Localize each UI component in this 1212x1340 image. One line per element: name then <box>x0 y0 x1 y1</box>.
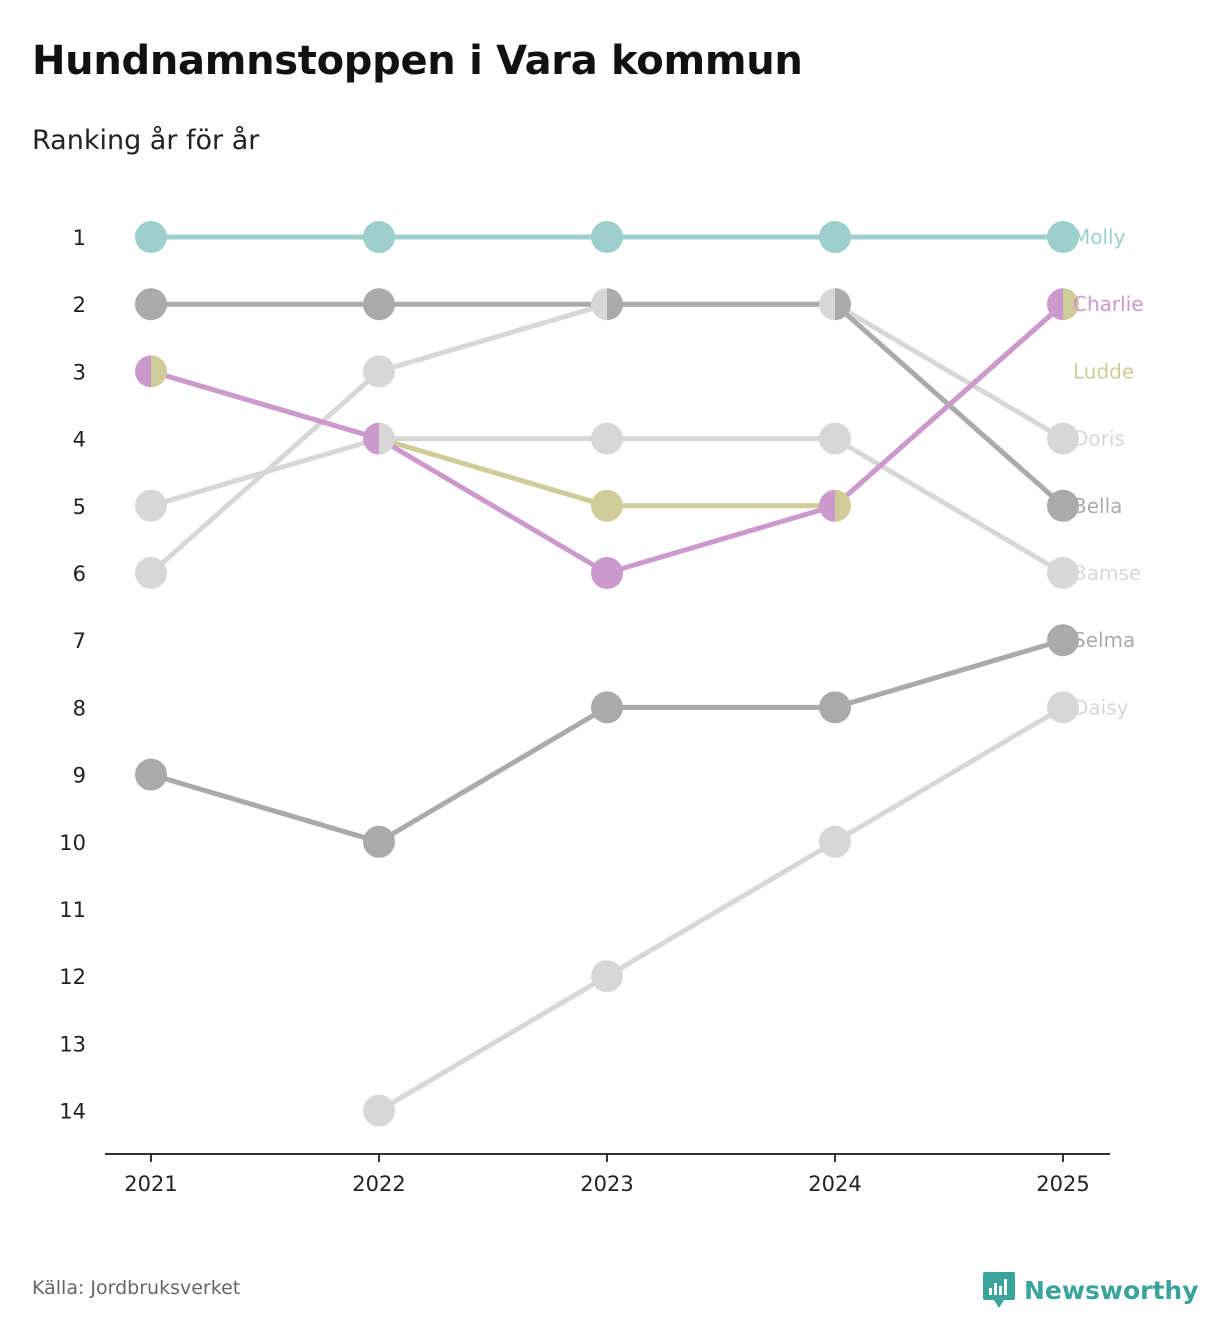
series-label-doris: Doris <box>1073 427 1125 451</box>
y-tick-label: 11 <box>59 898 86 922</box>
y-tick-label: 1 <box>73 226 86 250</box>
data-point-charlie <box>591 557 623 589</box>
y-tick-label: 13 <box>59 1032 86 1056</box>
series-line-charlie <box>376 436 610 576</box>
series-label-ludde: Ludde <box>1073 359 1134 383</box>
data-point-doris <box>363 355 395 388</box>
series-label-bamse: Bamse <box>1073 561 1141 585</box>
chart-title: Hundnamnstoppen i Vara kommun <box>32 38 803 84</box>
series-line-doris <box>832 301 1066 442</box>
series-daisy <box>376 704 1066 1114</box>
series-line-bamse <box>832 436 1066 576</box>
y-tick-label: 3 <box>73 360 86 384</box>
source-note: Källa: Jordbruksverket <box>32 1277 241 1299</box>
series-line-ludde <box>376 436 610 509</box>
x-tick-label: 2024 <box>808 1172 861 1196</box>
x-tick-label: 2021 <box>124 1172 177 1196</box>
y-tick-label: 6 <box>73 562 86 586</box>
data-point-ludde <box>1063 288 1079 321</box>
data-point-doris <box>1047 422 1079 455</box>
data-point-bella <box>835 288 851 321</box>
series-line-doris <box>148 368 382 576</box>
data-point-charlie <box>135 355 151 388</box>
data-point-charlie <box>363 422 379 455</box>
data-point-daisy <box>1047 691 1079 724</box>
y-tick-label: 8 <box>73 696 86 720</box>
data-point-daisy <box>591 960 623 993</box>
data-point-ludde <box>151 355 167 388</box>
series-line-daisy <box>832 704 1066 845</box>
data-point-bamse <box>379 422 395 455</box>
series-label-selma: Selma <box>1073 628 1135 652</box>
data-point-molly <box>135 221 167 253</box>
data-point-doris <box>135 557 167 589</box>
newsworthy-logo-icon <box>983 1272 1015 1308</box>
series-line-selma <box>148 772 382 845</box>
y-tick-label: 4 <box>73 428 86 452</box>
data-point-selma <box>1047 624 1079 657</box>
data-point-daisy <box>819 825 851 858</box>
series-label-charlie: Charlie <box>1073 292 1144 316</box>
series-line-daisy <box>604 839 838 979</box>
data-point-bamse <box>1047 557 1079 589</box>
data-point-bella <box>135 288 167 321</box>
y-tick-label: 2 <box>73 293 86 317</box>
y-tick-label: 5 <box>73 495 86 519</box>
series-selma <box>148 637 1066 845</box>
series-ludde <box>148 301 1066 509</box>
data-point-selma <box>591 691 623 724</box>
data-point-selma <box>135 758 167 791</box>
series-label-daisy: Daisy <box>1073 695 1129 719</box>
data-point-bella <box>1047 489 1079 522</box>
data-point-selma <box>819 691 851 724</box>
series-line-charlie <box>832 301 1066 509</box>
data-point-molly <box>1047 221 1079 253</box>
y-tick-label: 10 <box>59 831 86 855</box>
data-point-bella <box>363 288 395 321</box>
series-line-daisy <box>376 973 610 1114</box>
data-point-charlie <box>819 489 835 522</box>
x-tick-label: 2025 <box>1036 1172 1089 1196</box>
newsworthy-logo: Newsworthy <box>982 1270 1199 1310</box>
data-point-molly <box>363 221 395 253</box>
series-label-molly: Molly <box>1073 225 1126 249</box>
series-line-charlie <box>148 368 382 442</box>
data-point-doris <box>819 288 835 321</box>
data-point-ludde <box>591 489 623 522</box>
y-tick-label: 9 <box>73 764 86 788</box>
data-point-charlie <box>1047 288 1063 321</box>
data-points <box>135 221 1079 1127</box>
series-label-bella: Bella <box>1073 494 1122 518</box>
x-tick-label: 2023 <box>580 1172 633 1196</box>
data-point-bella <box>607 288 623 321</box>
x-tick-label: 2022 <box>352 1172 405 1196</box>
series-line-doris <box>376 301 610 374</box>
y-tick-label: 7 <box>73 629 86 653</box>
series-line-selma <box>376 704 610 845</box>
y-tick-label: 14 <box>59 1100 86 1124</box>
data-point-daisy <box>363 1094 395 1127</box>
y-tick-label: 12 <box>59 965 86 989</box>
data-point-bamse <box>135 489 167 522</box>
data-point-bamse <box>591 422 623 455</box>
series-line-selma <box>832 637 1066 710</box>
brand-name: Newsworthy <box>1024 1275 1199 1305</box>
data-point-molly <box>819 221 851 253</box>
data-point-molly <box>591 221 623 253</box>
series-charlie <box>148 301 1066 576</box>
chart-subtitle: Ranking år för år <box>32 125 260 156</box>
data-point-bamse <box>819 422 851 455</box>
data-point-ludde <box>835 489 851 522</box>
series-line-charlie <box>604 503 838 576</box>
series-bella <box>148 301 1066 509</box>
data-point-doris <box>591 288 607 321</box>
data-point-selma <box>363 825 395 858</box>
